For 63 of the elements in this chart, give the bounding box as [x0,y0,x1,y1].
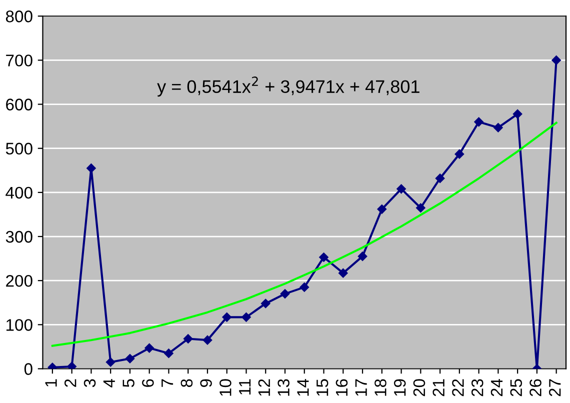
point [144,343,154,353]
x-tick-label: 22 [452,379,464,396]
point [377,204,387,214]
point [183,334,193,344]
annotation: y = 0,5541x$^{2}$ + 3,9471x + 47,801 [157,76,420,97]
x-tick-label: 16 [336,379,348,396]
point [280,289,290,298]
y-tick-label: 500 [6,142,32,155]
point [106,358,116,367]
point [300,282,310,292]
point [125,354,135,364]
point [435,174,445,183]
y-tick-label: 200 [6,274,32,287]
x-tick-label: 15 [316,379,328,396]
x-tick-label: 18 [374,379,386,396]
y-tick-label: 800 [6,10,32,22]
y-tick-label: 100 [6,319,32,331]
point [260,298,270,308]
x-tick-label: 24 [490,378,502,396]
line-series [51,122,558,347]
x-tick-label: 4 [103,378,115,388]
point [416,203,426,212]
point [164,348,174,358]
x-tick-label: 25 [510,379,522,396]
x-tick-label: 12 [258,379,270,396]
point [202,335,212,345]
point [396,184,406,194]
x-tick-label: 17 [355,379,367,396]
point [552,56,561,65]
y-tick-label: 600 [6,98,32,110]
point [494,123,503,132]
x-tick-label: 21 [432,379,444,396]
x-tick-label: 19 [394,379,406,396]
x-tick-label: 27 [548,379,561,396]
point [67,362,76,369]
y-tick-label: 300 [6,230,32,243]
x-tick-label: 26 [530,379,542,396]
x-tick-label: 2 [64,379,76,387]
y-tick-label: 0 [24,363,32,375]
point [338,268,348,278]
x-tick-label: 11 [239,379,251,395]
point [358,252,368,261]
x-tick-label: 13 [278,379,290,396]
x-tick-label: 10 [220,379,232,396]
x-tick-label: 7 [162,379,174,387]
x-tick-label: 9 [200,379,212,387]
point [319,252,328,262]
point [86,164,96,173]
x-tick-label: 1 [45,379,57,386]
x-tick-label: 5 [122,379,134,388]
x-tick-label: 20 [413,379,426,396]
point [454,149,464,159]
point [512,109,522,119]
x-tick-label: 3 [84,379,96,388]
x-tick-label: 23 [471,379,484,396]
point [222,312,232,322]
y-tick-label: 400 [6,186,32,199]
x-tick-label: 8 [180,379,193,388]
y-tick-label: 700 [6,54,32,66]
x-tick-label: 14 [297,378,309,396]
point [242,312,251,322]
x-tick-label: 6 [142,379,154,387]
point [474,117,484,127]
